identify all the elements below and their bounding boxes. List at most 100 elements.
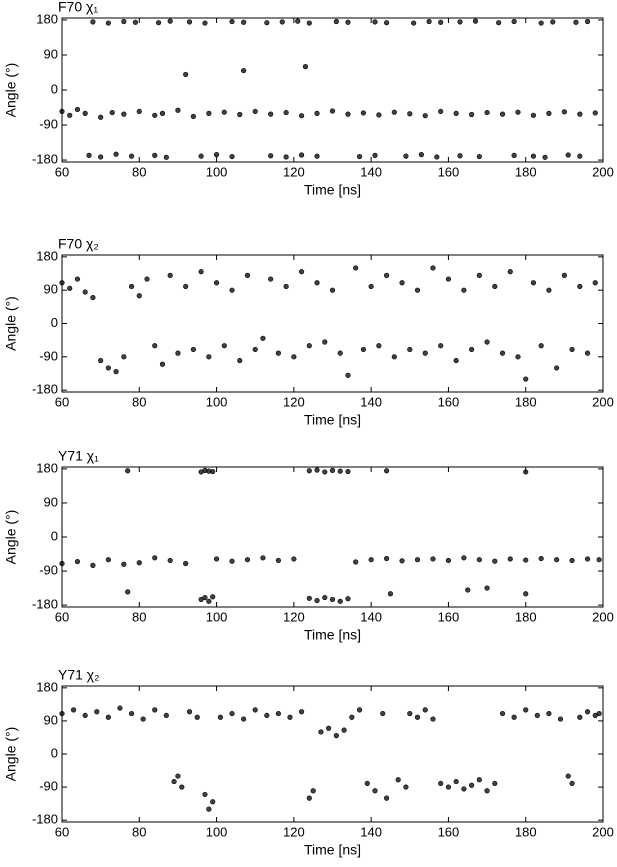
data-point (515, 354, 521, 360)
data-point (376, 343, 382, 349)
data-point (283, 154, 289, 160)
data-point (295, 18, 301, 24)
data-point (554, 557, 560, 563)
data-point (523, 707, 529, 713)
y-tick-label: 90 (44, 282, 58, 297)
data-point (337, 468, 343, 474)
x-tick-label: 100 (206, 609, 228, 624)
data-point (94, 709, 100, 715)
data-point (213, 280, 220, 286)
data-point (337, 598, 343, 604)
data-point (476, 153, 482, 160)
data-point (577, 111, 583, 117)
data-point (183, 560, 189, 567)
data-point (414, 714, 421, 720)
data-point (125, 589, 131, 595)
data-point (268, 276, 274, 282)
data-point (59, 108, 65, 115)
data-point (105, 20, 111, 26)
data-point (411, 20, 417, 26)
data-point (465, 587, 471, 593)
data-point (206, 110, 212, 116)
data-point (557, 716, 564, 722)
data-point (476, 777, 482, 783)
data-point (152, 112, 158, 118)
data-point (190, 113, 196, 120)
x-tick-label: 100 (206, 394, 228, 409)
data-point (507, 556, 513, 562)
data-point (217, 714, 224, 720)
data-point (287, 714, 293, 720)
data-point (384, 468, 390, 474)
data-point (345, 19, 351, 25)
data-point (183, 71, 189, 78)
data-point (306, 343, 312, 349)
data-point (167, 557, 173, 564)
x-tick-label: 100 (206, 824, 228, 839)
data-point (275, 710, 282, 717)
data-point (186, 709, 193, 715)
data-point (229, 18, 235, 25)
data-point (183, 283, 189, 290)
data-point (349, 714, 355, 720)
x-axis-label: Time [ns] (304, 182, 361, 198)
data-point (140, 716, 146, 722)
data-point (260, 335, 266, 341)
data-point (59, 280, 65, 286)
data-point (430, 556, 436, 562)
data-point (403, 784, 409, 790)
data-point (511, 18, 517, 25)
data-point (554, 365, 560, 371)
data-point (457, 153, 463, 159)
y-tick-label: 180 (36, 679, 58, 694)
data-point (132, 19, 139, 25)
data-point (128, 710, 135, 717)
data-point (546, 110, 552, 116)
y-tick-label: 90 (44, 712, 58, 727)
x-tick-label: 160 (438, 609, 460, 624)
x-tick-label: 60 (55, 824, 69, 839)
data-point (461, 287, 467, 293)
data-point (523, 557, 529, 563)
x-tick-label: 160 (438, 824, 460, 839)
y-tick-label: 180 (36, 460, 58, 475)
data-point (98, 357, 104, 364)
data-point (314, 597, 320, 604)
data-point (515, 109, 521, 115)
data-point (306, 795, 312, 801)
data-point (121, 18, 127, 25)
x-tick-label: 60 (55, 609, 69, 624)
data-point (372, 788, 378, 794)
data-point (206, 598, 212, 604)
data-point (121, 561, 127, 567)
data-point (283, 283, 289, 290)
data-point (407, 710, 413, 717)
data-point (573, 19, 579, 25)
data-point (70, 707, 77, 713)
data-point (264, 20, 270, 26)
y-tick-label: 90 (44, 494, 58, 509)
data-point (384, 555, 390, 562)
x-tick-label: 200 (592, 164, 614, 179)
data-point (59, 560, 65, 567)
data-point (492, 558, 498, 564)
data-point (333, 18, 339, 25)
data-point (291, 556, 297, 562)
x-tick-label: 160 (438, 164, 460, 179)
chart-title: F70 χ₂ (58, 236, 99, 252)
data-point (198, 269, 204, 275)
y-tick-label: 90 (44, 46, 58, 61)
data-point (314, 153, 320, 159)
data-point (306, 468, 312, 474)
data-point (430, 716, 436, 722)
data-point (67, 285, 73, 291)
x-axis-label: Time [ns] (304, 412, 361, 428)
data-point (186, 19, 193, 25)
data-point (438, 108, 444, 115)
data-point (252, 346, 258, 353)
data-point (584, 709, 591, 715)
data-point (492, 780, 498, 787)
data-point (399, 280, 405, 286)
data-point (414, 557, 421, 563)
data-point (368, 283, 374, 290)
